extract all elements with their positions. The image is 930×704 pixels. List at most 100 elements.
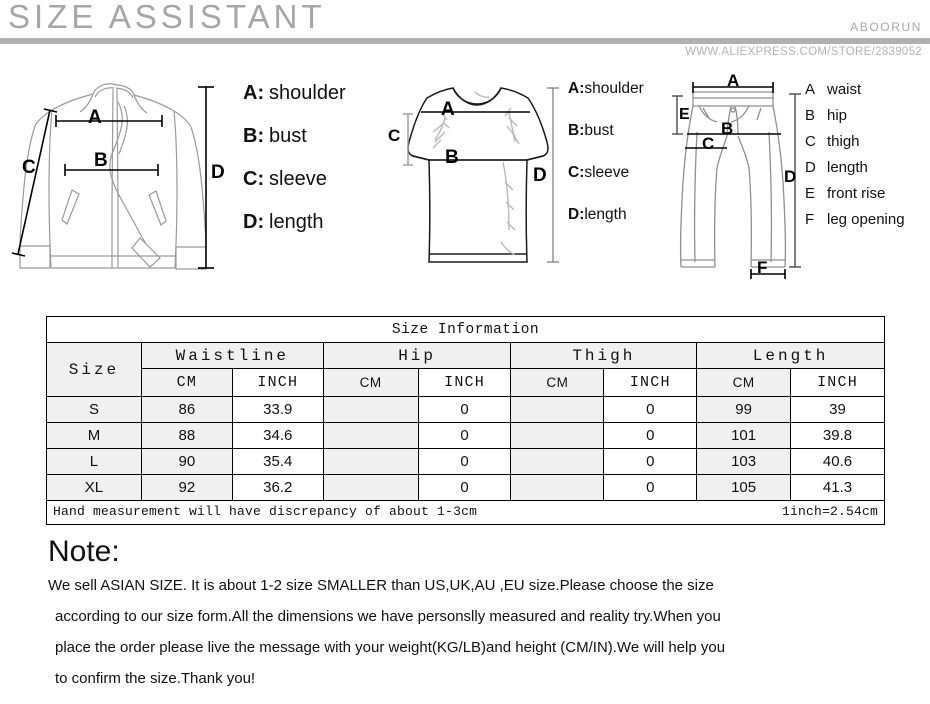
brand-label: ABOORUN (850, 20, 922, 34)
legend-value: hip (827, 107, 848, 124)
legend-value: front rise (827, 185, 886, 202)
cell-length-cm: 105 (696, 474, 792, 501)
pants-label-a: A (727, 71, 740, 90)
table-title: Size Information (46, 316, 885, 343)
table-footer-row: Hand measurement will have discrepancy o… (46, 500, 885, 525)
legend-item: A waist (805, 81, 905, 98)
jacket-label-a: A (88, 107, 102, 128)
header-group-length: Length (696, 342, 885, 369)
cell-hip-inch: 0 (417, 448, 512, 475)
cell-waistline-inch: 34.6 (231, 422, 324, 449)
cell-hip-cm (322, 422, 419, 449)
note-line: according to our size form.All the dimen… (55, 607, 721, 625)
cell-thigh-inch: 0 (603, 396, 698, 423)
legend-key: D: (568, 206, 585, 223)
tshirt-illustration (403, 87, 559, 263)
legend-item: D: length (568, 206, 644, 224)
jacket-legend: A: shoulder B: bust C: sleeve D: length (243, 82, 346, 254)
illustration-band: A B C D A: shoulder B: bust C: sleeve D:… (0, 62, 930, 300)
tshirt-label-a: A (441, 99, 455, 120)
legend-value: bust (584, 122, 614, 139)
header-size: Size (46, 342, 142, 397)
legend-value: waist (827, 81, 862, 98)
jacket-label-b: B (94, 150, 108, 171)
cell-length-inch: 41.3 (790, 474, 885, 501)
footer-note: Hand measurement will have discrepancy o… (53, 504, 478, 519)
cell-thigh-inch: 0 (603, 448, 698, 475)
pants-label-e: E (679, 106, 690, 123)
legend-key: A (805, 81, 816, 98)
tshirt-label-c: C (388, 126, 401, 145)
cell-length-inch: 39.8 (790, 422, 885, 449)
cell-waistline-inch: 36.2 (231, 474, 324, 501)
cell-hip-cm (322, 448, 419, 475)
table-row: XL 92 36.2 0 0 105 41.3 (46, 474, 885, 501)
pants-label-b: B (721, 119, 734, 138)
tshirt-legend: A: shoulder B: bust C: sleeve D: length (568, 80, 644, 248)
note-line: We sell ASIAN SIZE. It is about 1-2 size… (48, 576, 714, 594)
pants-legend: A waist B hip C thigh D length E front r… (805, 81, 905, 237)
legend-value: sleeve (584, 164, 630, 181)
header-waistline-inch: INCH (231, 368, 324, 397)
cell-waistline-cm: 90 (140, 448, 233, 475)
cell-size: L (46, 448, 142, 475)
legend-key: C: (568, 164, 585, 181)
cell-length-cm: 101 (696, 422, 792, 449)
cell-thigh-cm (510, 448, 605, 475)
header-group-waistline: Waistline (140, 342, 324, 369)
legend-item: A: shoulder (243, 82, 346, 105)
legend-key: B: (243, 125, 265, 147)
size-information-table: Size Information Size Waistline Hip Thig… (46, 316, 885, 525)
cell-size: M (46, 422, 142, 449)
table-group-header-row: Size Waistline Hip Thigh Length (46, 342, 885, 397)
cell-waistline-inch: 33.9 (231, 396, 324, 423)
legend-item: E front rise (805, 185, 905, 202)
legend-key: A: (243, 82, 265, 104)
legend-key: F (805, 211, 815, 228)
pants-diagram: A B C D E F (665, 62, 805, 300)
header-divider (0, 38, 930, 44)
header-group-hip: Hip (322, 342, 512, 369)
tshirt-label-d: D (533, 165, 547, 186)
legend-value: shoulder (269, 82, 346, 104)
cell-thigh-cm (510, 474, 605, 501)
legend-item: D length (805, 159, 905, 176)
legend-key: E (805, 185, 816, 202)
legend-value: length (827, 159, 868, 176)
pants-label-d: D (784, 167, 797, 186)
cell-waistline-inch: 35.4 (231, 448, 324, 475)
table-title-row: Size Information (46, 316, 885, 343)
table-unit-header-row: CM INCH CM INCH CM INCH CM INCH (47, 368, 885, 397)
legend-key: D (805, 159, 816, 176)
legend-value: length (584, 206, 627, 223)
cell-thigh-inch: 0 (603, 474, 698, 501)
table-row: S 86 33.9 0 0 99 39 (46, 396, 885, 423)
tshirt-diagram: A B C D (385, 62, 570, 300)
cell-waistline-cm: 86 (140, 396, 233, 423)
pants-label-c: C (702, 134, 715, 153)
cell-hip-inch: 0 (417, 422, 512, 449)
legend-item: C: sleeve (568, 164, 644, 182)
legend-value: sleeve (269, 168, 327, 190)
note-body: We sell ASIAN SIZE. It is about 1-2 size… (48, 570, 898, 694)
cell-thigh-cm (510, 422, 605, 449)
cell-length-inch: 39 (790, 396, 885, 423)
header-waistline-cm: CM (140, 368, 233, 397)
header-hip-inch: INCH (417, 368, 512, 397)
legend-key: B (805, 107, 816, 124)
cell-hip-cm (322, 474, 419, 501)
legend-value: length (269, 211, 324, 233)
legend-item: A: shoulder (568, 80, 644, 98)
legend-key: B: (568, 122, 585, 139)
jacket-diagram: A B C D (0, 62, 243, 300)
legend-key: D: (243, 211, 265, 233)
legend-item: C thigh (805, 133, 905, 150)
header-thigh-cm: CM (510, 368, 605, 397)
legend-key: A: (568, 80, 585, 97)
header-length-cm: CM (696, 368, 792, 397)
page-title: SIZE ASSISTANT (8, 0, 326, 35)
header-thigh-inch: INCH (603, 368, 698, 397)
cell-thigh-cm (510, 396, 605, 423)
cell-length-cm: 103 (696, 448, 792, 475)
legend-key: C: (243, 168, 265, 190)
